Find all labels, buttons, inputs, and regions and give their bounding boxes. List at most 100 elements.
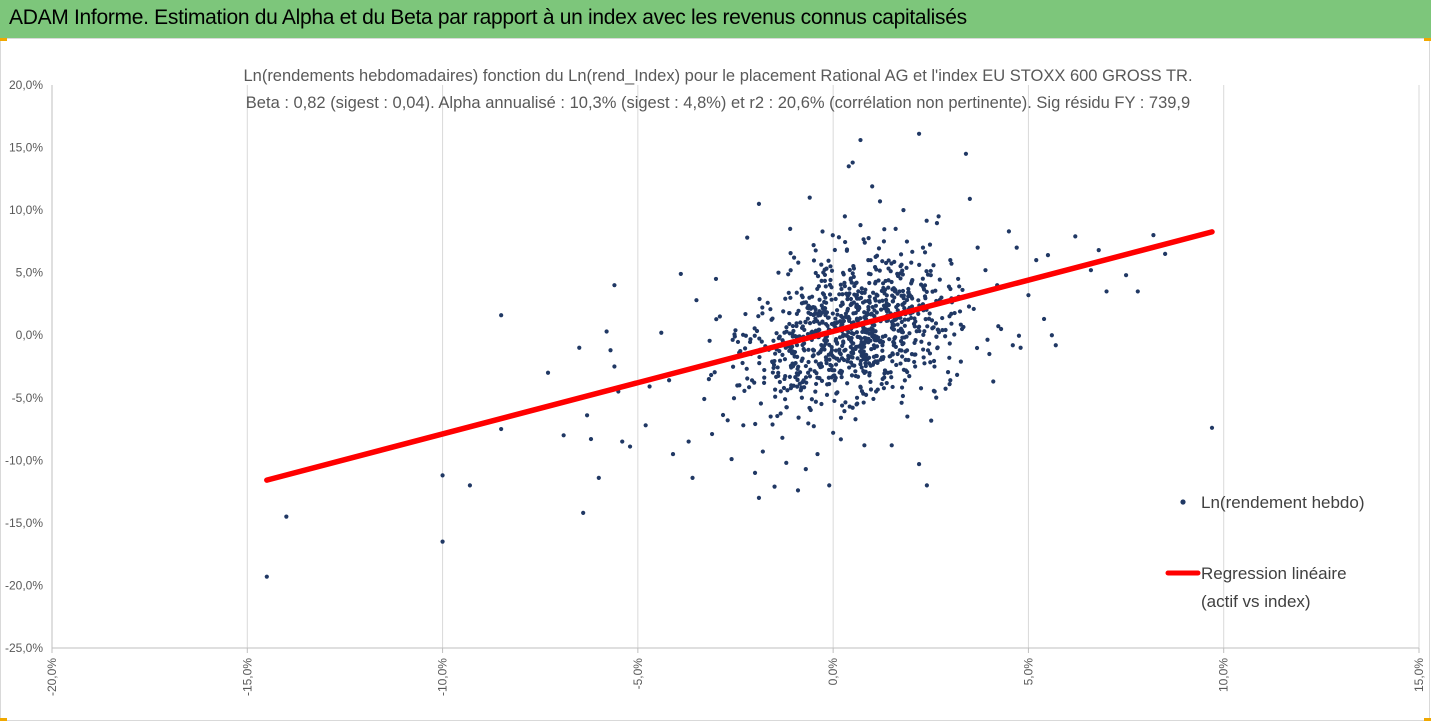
x-tick-label: -10,0% <box>436 658 450 696</box>
data-point <box>717 314 722 319</box>
data-point <box>799 358 804 363</box>
data-point <box>850 363 855 368</box>
data-point <box>845 297 850 302</box>
data-point <box>830 311 835 316</box>
regression-line <box>264 229 1215 483</box>
data-point <box>887 354 892 359</box>
data-point <box>440 473 445 478</box>
legend-label-regression-line2: (actif vs index) <box>1201 592 1311 611</box>
data-point <box>827 357 832 362</box>
data-point <box>604 329 609 334</box>
data-point <box>800 380 805 385</box>
data-point <box>920 276 925 281</box>
data-point <box>934 334 939 339</box>
data-point <box>998 326 1004 332</box>
data-point <box>848 296 854 302</box>
data-point <box>987 351 992 357</box>
data-point <box>823 336 828 341</box>
data-point <box>886 285 891 290</box>
data-point <box>921 332 926 337</box>
data-point <box>899 348 904 353</box>
data-point <box>916 298 921 303</box>
data-point <box>840 343 845 348</box>
data-point <box>756 495 762 500</box>
data-point <box>838 368 843 373</box>
data-point <box>796 415 801 420</box>
data-point <box>818 365 823 370</box>
data-point <box>795 384 800 389</box>
data-point <box>836 235 842 240</box>
data-point <box>803 466 808 472</box>
data-point <box>823 284 828 289</box>
data-point <box>788 268 793 273</box>
data-point <box>890 352 895 357</box>
data-point <box>811 353 816 358</box>
data-point <box>947 341 952 346</box>
data-point <box>883 260 889 266</box>
data-point <box>620 439 625 444</box>
y-tick-label: 20,0% <box>9 78 43 92</box>
data-point <box>678 271 683 277</box>
data-point <box>709 372 714 378</box>
data-point <box>877 299 882 304</box>
data-point <box>900 302 905 307</box>
data-point <box>778 411 783 416</box>
data-point <box>847 365 852 370</box>
data-point <box>783 373 788 379</box>
data-point <box>943 334 948 339</box>
legend-label-regression: Regression linéaire <box>1201 564 1347 583</box>
data-point <box>872 264 878 270</box>
data-point <box>889 261 894 266</box>
data-point <box>714 317 719 322</box>
data-point <box>838 351 843 357</box>
data-point <box>859 286 864 291</box>
data-point <box>895 302 901 308</box>
data-point <box>787 348 792 353</box>
data-point <box>787 321 792 327</box>
data-point <box>853 417 858 422</box>
data-point <box>833 316 838 321</box>
data-point <box>849 373 855 378</box>
y-tick-label: 15,0% <box>9 141 43 155</box>
data-point <box>803 363 808 369</box>
data-point <box>803 375 809 380</box>
data-point <box>870 290 876 295</box>
data-point <box>862 329 867 335</box>
data-point <box>843 239 848 245</box>
data-point <box>867 294 872 299</box>
data-point <box>776 370 781 376</box>
data-point <box>884 301 889 306</box>
data-point <box>887 337 892 342</box>
x-tick-label: 0,0% <box>826 658 840 686</box>
data-point <box>855 356 860 361</box>
data-point <box>770 422 775 427</box>
data-point <box>872 345 877 351</box>
chart-title: Ln(rendements hebdomadaires) fonction du… <box>243 67 1192 85</box>
data-point <box>824 310 830 315</box>
data-point <box>870 304 875 310</box>
data-point <box>816 313 821 318</box>
data-point <box>1151 233 1156 238</box>
data-point <box>956 276 961 282</box>
data-point <box>829 321 835 327</box>
data-point <box>975 245 980 250</box>
data-point <box>931 388 936 394</box>
data-point <box>893 226 898 231</box>
data-point <box>788 251 793 256</box>
data-point <box>855 401 860 406</box>
data-point <box>873 329 878 334</box>
data-point <box>804 380 809 385</box>
data-point <box>787 374 792 379</box>
data-point <box>838 303 843 308</box>
data-point <box>822 299 827 305</box>
data-point <box>827 282 833 287</box>
data-point <box>815 451 820 457</box>
data-point <box>811 348 816 353</box>
data-point <box>581 510 586 515</box>
data-point <box>545 370 551 375</box>
data-point <box>817 297 822 302</box>
data-point <box>842 283 847 289</box>
y-tick-label: 5,0% <box>16 266 44 280</box>
data-point <box>733 328 738 333</box>
data-point <box>712 370 717 375</box>
